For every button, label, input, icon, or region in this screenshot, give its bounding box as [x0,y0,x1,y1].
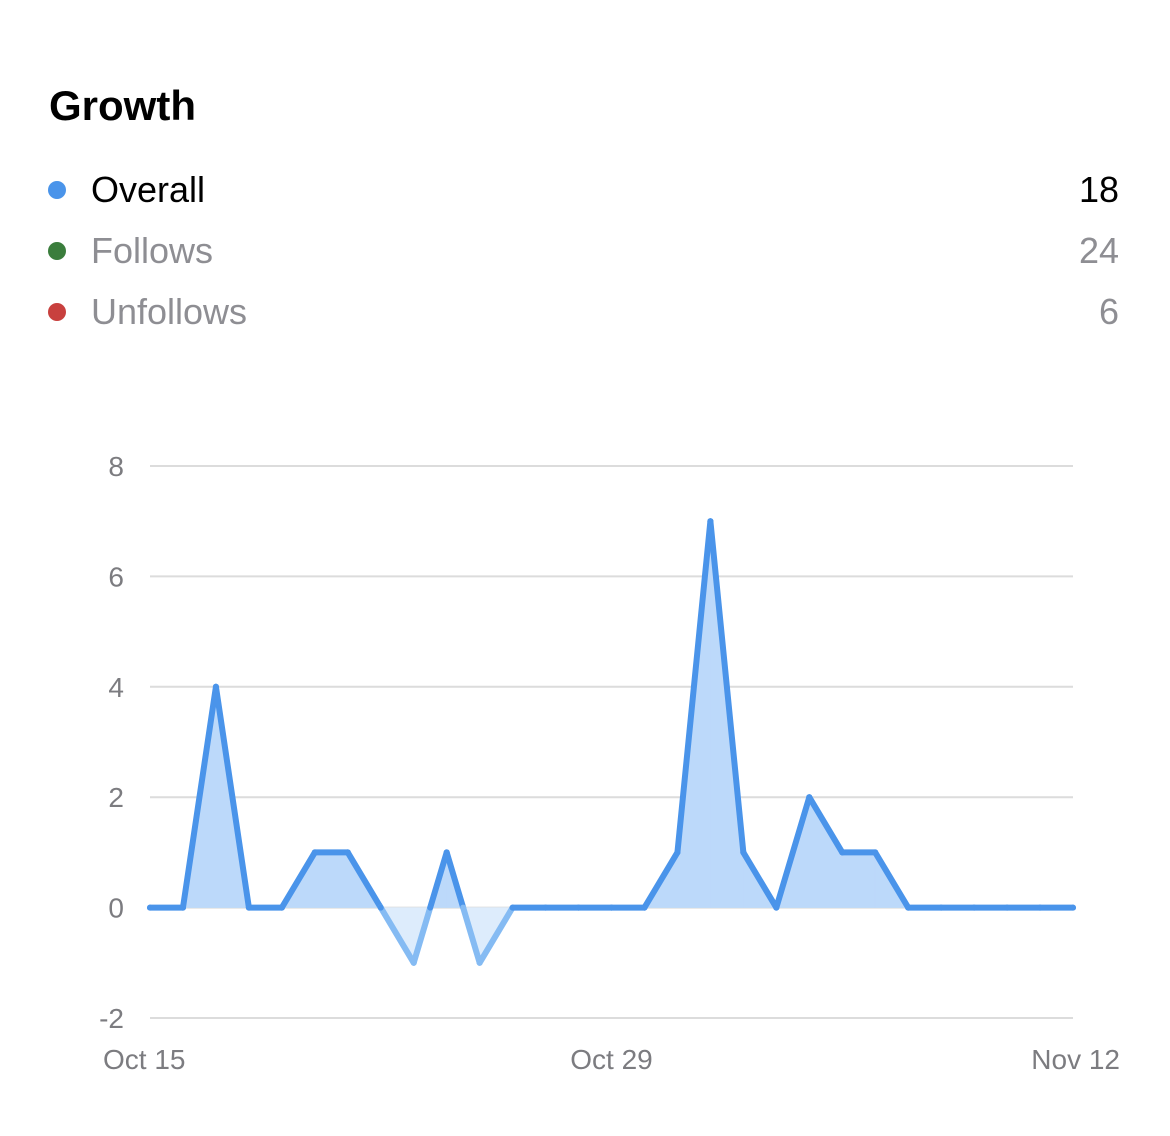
chart-grid [150,465,1073,1019]
y-tick-label: 2 [108,782,124,813]
series-line-segment [278,849,318,911]
legend-label-overall: Overall [91,169,206,210]
data-point-oct-29 [608,904,615,911]
negative-line-segment [476,904,516,966]
data-point-oct-23 [410,959,417,966]
chart-lines [147,518,1076,966]
data-point-oct-25 [476,959,483,966]
legend-item-follows[interactable]: Follows 24 [0,226,1170,276]
data-point-nov-9 [971,904,978,911]
series-line-segment [427,849,450,911]
follows-dot-icon [48,242,66,260]
series-line-segment [212,683,252,911]
negative-line-segment [410,904,434,966]
data-point-oct-27 [542,904,549,911]
series-line-segment [344,849,384,911]
x-tick-label: Oct 15 [103,1044,185,1075]
legend-item-unfollows[interactable]: Unfollows 6 [0,287,1170,337]
series-line-segment [773,794,813,911]
y-tick-label: 6 [108,561,124,592]
legend-label-follows: Follows [91,230,214,271]
series-line-segment [740,849,780,911]
data-point-nov-4 [806,794,813,801]
data-point-oct-22 [377,904,384,911]
data-point-oct-17 [212,683,219,690]
y-axis-labels: 8 6 4 2 0 -2 [99,451,124,1034]
x-axis-labels: Oct 15 Oct 29 Nov 12 [103,1044,1120,1075]
data-point-oct-28 [575,904,582,911]
data-point-oct-24 [443,849,450,856]
data-point-oct-30 [641,904,648,911]
data-point-nov-12 [1070,904,1076,911]
area-segment [809,796,843,908]
legend-label-unfollows: Unfollows [91,291,248,332]
data-point-nov-8 [938,904,945,911]
data-point-nov-5 [839,849,846,856]
data-point-oct-21 [344,849,351,856]
overall-dot-icon [48,181,66,199]
area-segment [314,852,349,908]
data-point-nov-1 [707,518,714,525]
series-line-segment [806,794,846,856]
data-point-oct-18 [245,904,252,911]
y-tick-label: -2 [99,1003,124,1034]
data-point-nov-3 [773,904,780,911]
y-tick-label: 0 [108,893,124,924]
x-tick-label: Nov 12 [1031,1044,1120,1075]
legend-value-follows: 24 [1078,230,1119,271]
x-tick-label: Oct 29 [570,1044,652,1075]
data-point-nov-2 [740,849,747,856]
data-point-oct-19 [278,904,285,911]
data-point-nov-10 [1004,904,1011,911]
series-line-segment [674,518,714,856]
legend-value-unfollows: 6 [1098,291,1119,332]
data-point-nov-7 [905,904,912,911]
unfollows-dot-icon [48,303,66,321]
data-point-oct-15 [147,904,153,911]
series-line-segment [872,849,912,911]
legend-item-overall[interactable]: Overall 18 [0,165,1170,215]
area-segment [842,852,876,908]
data-point-oct-20 [311,849,318,856]
series-line-segment [707,518,747,856]
series-line-segment [641,849,681,911]
y-tick-label: 4 [108,672,124,703]
y-tick-label: 8 [108,451,124,482]
data-point-nov-6 [872,849,879,856]
negative-line-segment [460,904,483,966]
series-line-segment [179,683,219,911]
data-point-nov-11 [1037,904,1044,911]
data-point-oct-26 [509,904,516,911]
data-point-oct-31 [674,849,681,856]
page-title: Growth [49,82,196,129]
legend-value-overall: 18 [1078,169,1119,210]
series-line-segment [443,849,467,911]
negative-line-segment [377,904,417,966]
data-point-oct-16 [179,904,186,911]
